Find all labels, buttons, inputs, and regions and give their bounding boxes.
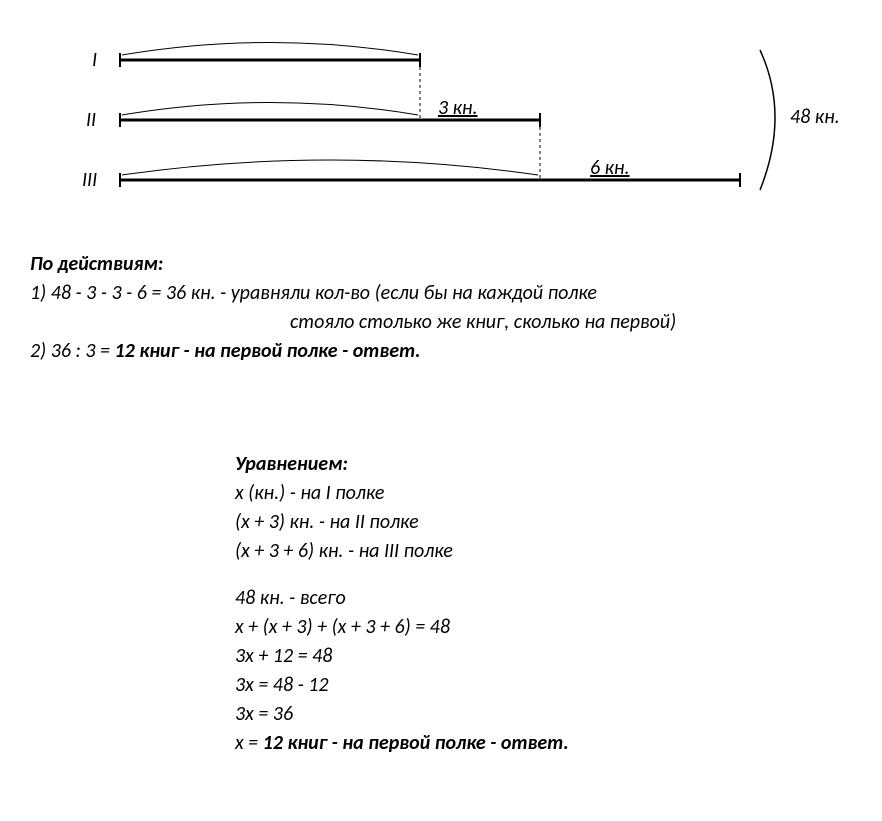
- equation-solution: Уравнением: х (кн.) - на I полке (х + 3)…: [235, 450, 835, 758]
- extra-row2-label: 3 кн.: [438, 96, 478, 120]
- eq-line9: х = 12 книг - на первой полке - ответ.: [235, 729, 835, 758]
- step2-line: 2) 36 : 3 = 12 книг - на первой полке - …: [30, 337, 850, 366]
- eq-line5: х + (х + 3) + (х + 3 + 6) = 48: [235, 613, 835, 642]
- step1-line1: 1) 48 - 3 - 3 - 6 = 36 кн. - уравняли ко…: [30, 279, 850, 308]
- row2-label: II: [86, 108, 96, 132]
- extra-row3-label: 6 кн.: [590, 156, 630, 180]
- eq-line3: (х + 3 + 6) кн. - на III полке: [235, 537, 835, 566]
- steps-solution: По действиям: 1) 48 - 3 - 3 - 6 = 36 кн.…: [30, 250, 850, 366]
- step1-line2: стояло столько же книг, сколько на перво…: [30, 308, 850, 337]
- shelf-diagram: I II III 3 кн. 6 кн. 48 кн.: [80, 20, 840, 190]
- eq-line1: х (кн.) - на I полке: [235, 479, 835, 508]
- step2-answer: 12 книг - на первой полке - ответ.: [115, 339, 421, 363]
- eq-line8: 3х = 36: [235, 700, 835, 729]
- eq-line9-answer: 12 книг - на первой полке - ответ.: [263, 731, 569, 755]
- eq-line6: 3х + 12 = 48: [235, 642, 835, 671]
- eq-line9-prefix: х =: [235, 731, 263, 755]
- eq-line2: (х + 3) кн. - на II полке: [235, 508, 835, 537]
- row1-label: I: [92, 48, 97, 72]
- equation-header: Уравнением:: [235, 450, 835, 479]
- eq-line7: 3х = 48 - 12: [235, 671, 835, 700]
- step2-prefix: 2) 36 : 3 =: [30, 339, 115, 363]
- row3-label: III: [82, 168, 97, 192]
- total-label: 48 кн.: [790, 105, 840, 129]
- steps-header: По действиям:: [30, 250, 850, 279]
- eq-line4: 48 кн. - всего: [235, 584, 835, 613]
